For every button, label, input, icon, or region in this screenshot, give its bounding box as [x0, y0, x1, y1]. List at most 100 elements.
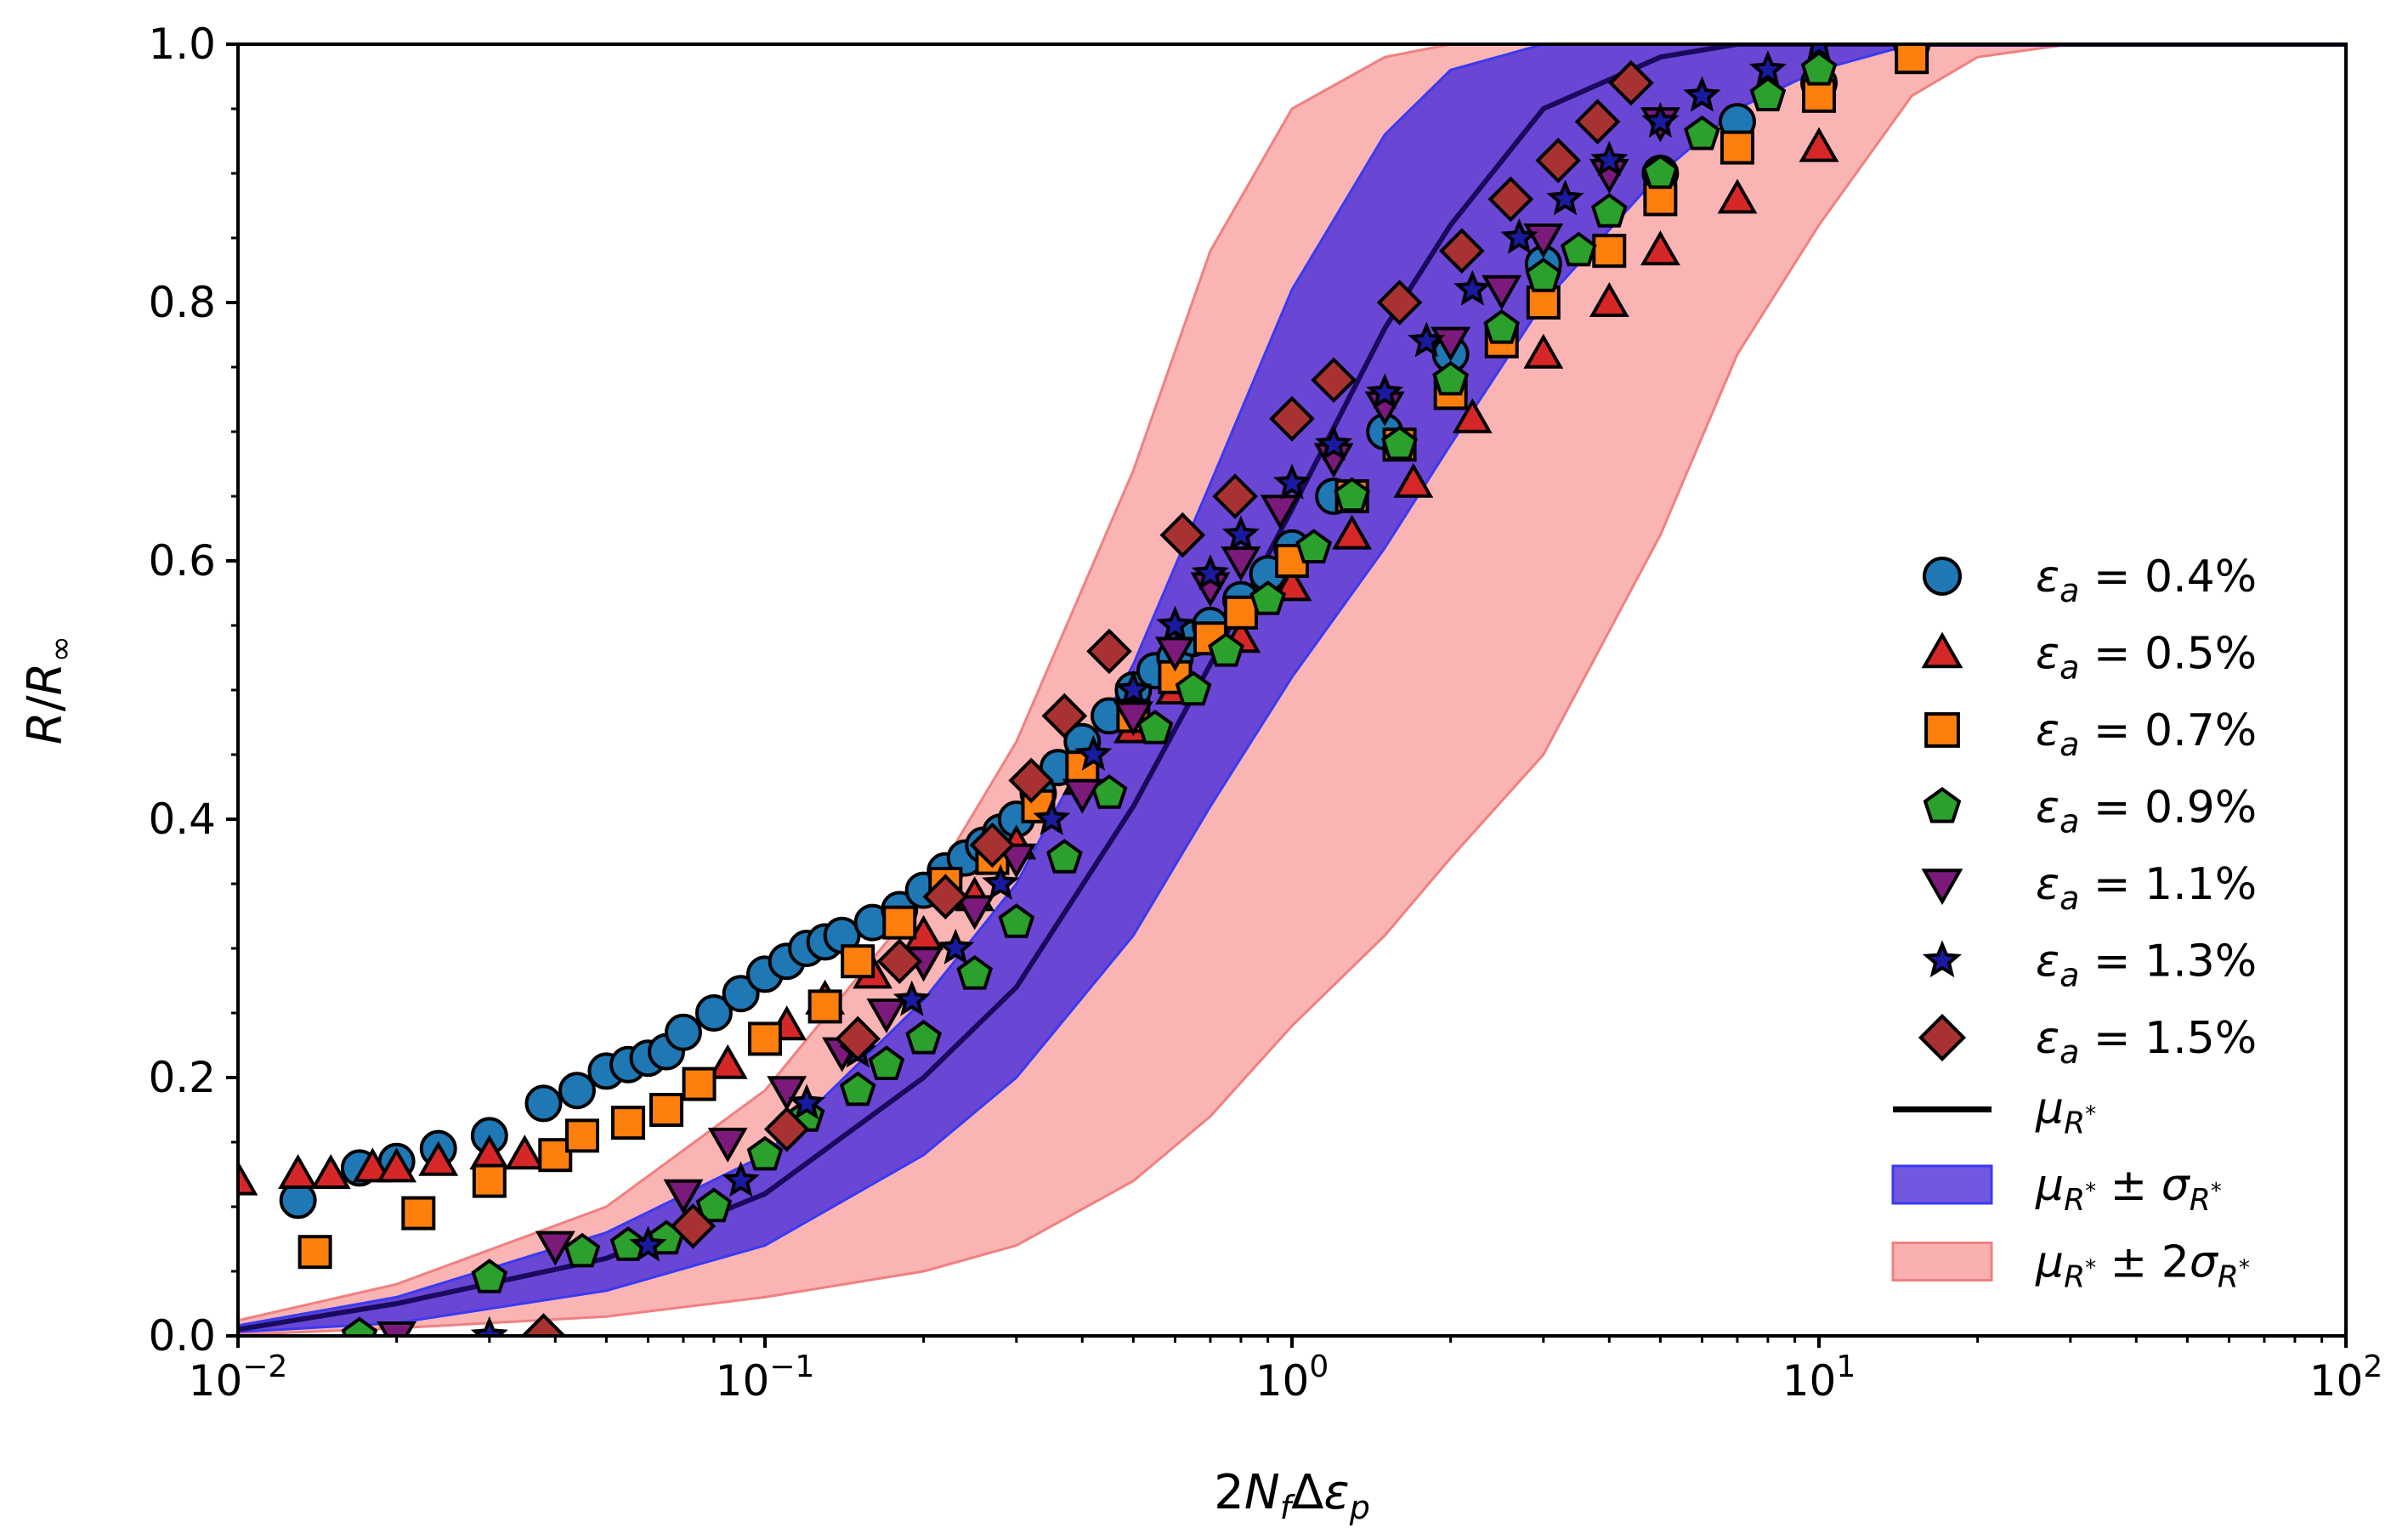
point-circle-0-13 — [722, 975, 760, 1013]
point-triangle-1-4 — [377, 1147, 417, 1183]
point-tridown-4-12 — [1155, 637, 1195, 672]
legend-label: εa = 0.4% — [2036, 552, 2257, 609]
legend-entry: εa = 0.4% — [1923, 552, 2257, 609]
legend-entry: εa = 1.3% — [1922, 936, 2257, 994]
x-tick-label: 10−1 — [716, 1349, 815, 1406]
point-pentagon-3-1 — [471, 1259, 508, 1293]
point-pentagon-3-25 — [1560, 231, 1597, 267]
point-triangle-1-21 — [1393, 462, 1434, 498]
legend-marker-pentagon — [1923, 787, 1962, 823]
point-pentagon-3-24 — [1525, 257, 1562, 292]
point-star-5-20 — [1546, 179, 1584, 216]
point-square-2-1 — [401, 1196, 436, 1231]
point-triangle-1-27 — [1799, 127, 1839, 162]
legend-label: εa = 1.3% — [2036, 936, 2257, 994]
point-pentagon-3-26 — [1590, 193, 1628, 228]
point-pentagon-3-8 — [839, 1071, 876, 1106]
x-tick-label: 10−2 — [189, 1349, 288, 1406]
point-diamond-6-5 — [922, 874, 969, 920]
y-tick-label: 1.0 — [148, 20, 216, 69]
legend-label: εa = 0.9% — [2036, 783, 2257, 840]
point-star-5-9 — [1074, 734, 1113, 771]
point-square-2-7 — [682, 1067, 717, 1101]
point-square-2-4 — [564, 1118, 599, 1153]
point-tridown-4-8 — [955, 895, 995, 931]
point-triangle-1-8 — [707, 1044, 748, 1079]
y-tick-label: 0.6 — [148, 536, 216, 586]
point-star-5-2 — [722, 1161, 760, 1197]
legend-label: μR* ± 2σR* — [2035, 1237, 2250, 1295]
legend-entry: εa = 0.5% — [1921, 629, 2257, 687]
point-diamond-6-3 — [835, 1016, 881, 1062]
point-star-5-16 — [1366, 373, 1404, 410]
y-tick-label: 0.8 — [148, 278, 216, 327]
point-square-2-8 — [748, 1021, 782, 1056]
point-diamond-6-9 — [1086, 628, 1132, 675]
point-triangle-1-26 — [1717, 178, 1758, 214]
point-square-2-10 — [841, 944, 875, 979]
axes: 0.0 0.2 0.4 0.6 0.8 1.0 10−2 10−1 100 101 102 — [148, 20, 2383, 1406]
legend-marker-tridown — [1921, 869, 1963, 906]
legend-entry: εa = 1.5% — [1918, 1013, 2257, 1071]
point-star-5-12 — [1191, 553, 1230, 591]
point-tridown-4-3 — [707, 1128, 748, 1163]
point-square-2-0 — [297, 1235, 332, 1270]
point-triangle-1-5 — [418, 1140, 459, 1176]
point-star-5-18 — [1453, 269, 1492, 306]
point-diamond-6-12 — [1269, 395, 1315, 442]
point-tridown-4-15 — [1260, 495, 1300, 530]
point-diamond-6-2 — [763, 1106, 810, 1152]
legend-label: εa = 0.5% — [2036, 629, 2257, 687]
point-pentagon-3-18 — [1249, 580, 1287, 615]
point-star-5-1 — [629, 1225, 667, 1262]
point-pentagon-3-9 — [868, 1045, 905, 1080]
point-square-2-19 — [1223, 595, 1258, 630]
point-tridown-4-2 — [663, 1179, 704, 1214]
point-star-5-14 — [1272, 463, 1312, 500]
point-square-2-6 — [649, 1093, 684, 1127]
legend-entry: εa = 1.1% — [1921, 859, 2257, 917]
point-pentagon-3-29 — [1749, 76, 1787, 111]
two-sigma-band — [238, 44, 2346, 1336]
point-star-5-11 — [1156, 605, 1194, 642]
point-tridown-4-4 — [767, 1076, 807, 1112]
point-tridown-4-14 — [1221, 546, 1261, 582]
point-pentagon-3-21 — [1381, 425, 1418, 461]
point-diamond-6-14 — [1376, 280, 1423, 325]
point-pentagon-3-3 — [609, 1226, 647, 1261]
point-star-5-17 — [1408, 321, 1446, 358]
point-star-5-3 — [788, 1084, 826, 1120]
point-star-5-6 — [937, 928, 975, 965]
y-tick-label: 0.0 — [148, 1311, 216, 1361]
point-tridown-4-9 — [996, 843, 1037, 879]
point-diamond-6-7 — [1008, 757, 1055, 804]
point-square-2-28 — [1720, 130, 1754, 165]
point-star-5-10 — [1114, 670, 1153, 706]
point-star-5-21 — [1590, 140, 1629, 177]
point-circle-0-6 — [558, 1072, 596, 1110]
legend-label: μR* — [2035, 1084, 2096, 1141]
legend-label: εa = 0.7% — [2036, 705, 2257, 763]
point-diamond-6-4 — [876, 938, 923, 985]
point-diamond-6-16 — [1487, 176, 1534, 223]
point-triangle-1-2 — [310, 1153, 351, 1189]
point-tridown-4-1 — [535, 1231, 575, 1266]
point-circle-0-12 — [694, 994, 733, 1032]
point-triangle-1-23 — [1523, 333, 1564, 369]
point-star-5-22 — [1641, 101, 1680, 139]
point-diamond-6-13 — [1311, 357, 1357, 404]
point-triangle-1-7 — [504, 1134, 545, 1170]
point-tridown-4-6 — [866, 999, 907, 1034]
point-triangle-1-24 — [1589, 281, 1629, 317]
y-tick-label: 0.2 — [148, 1053, 216, 1102]
point-triangle-1-0 — [238, 1160, 258, 1196]
point-star-5-8 — [1033, 799, 1071, 835]
point-triangle-1-3 — [352, 1147, 393, 1183]
mean-curve — [238, 44, 2346, 1332]
point-triangle-1-25 — [1640, 230, 1680, 266]
legend-label: εa = 1.1% — [2036, 859, 2257, 917]
point-pentagon-3-19 — [1295, 529, 1333, 563]
point-triangle-1-20 — [1332, 514, 1373, 550]
point-diamond-6-6 — [969, 822, 1016, 869]
